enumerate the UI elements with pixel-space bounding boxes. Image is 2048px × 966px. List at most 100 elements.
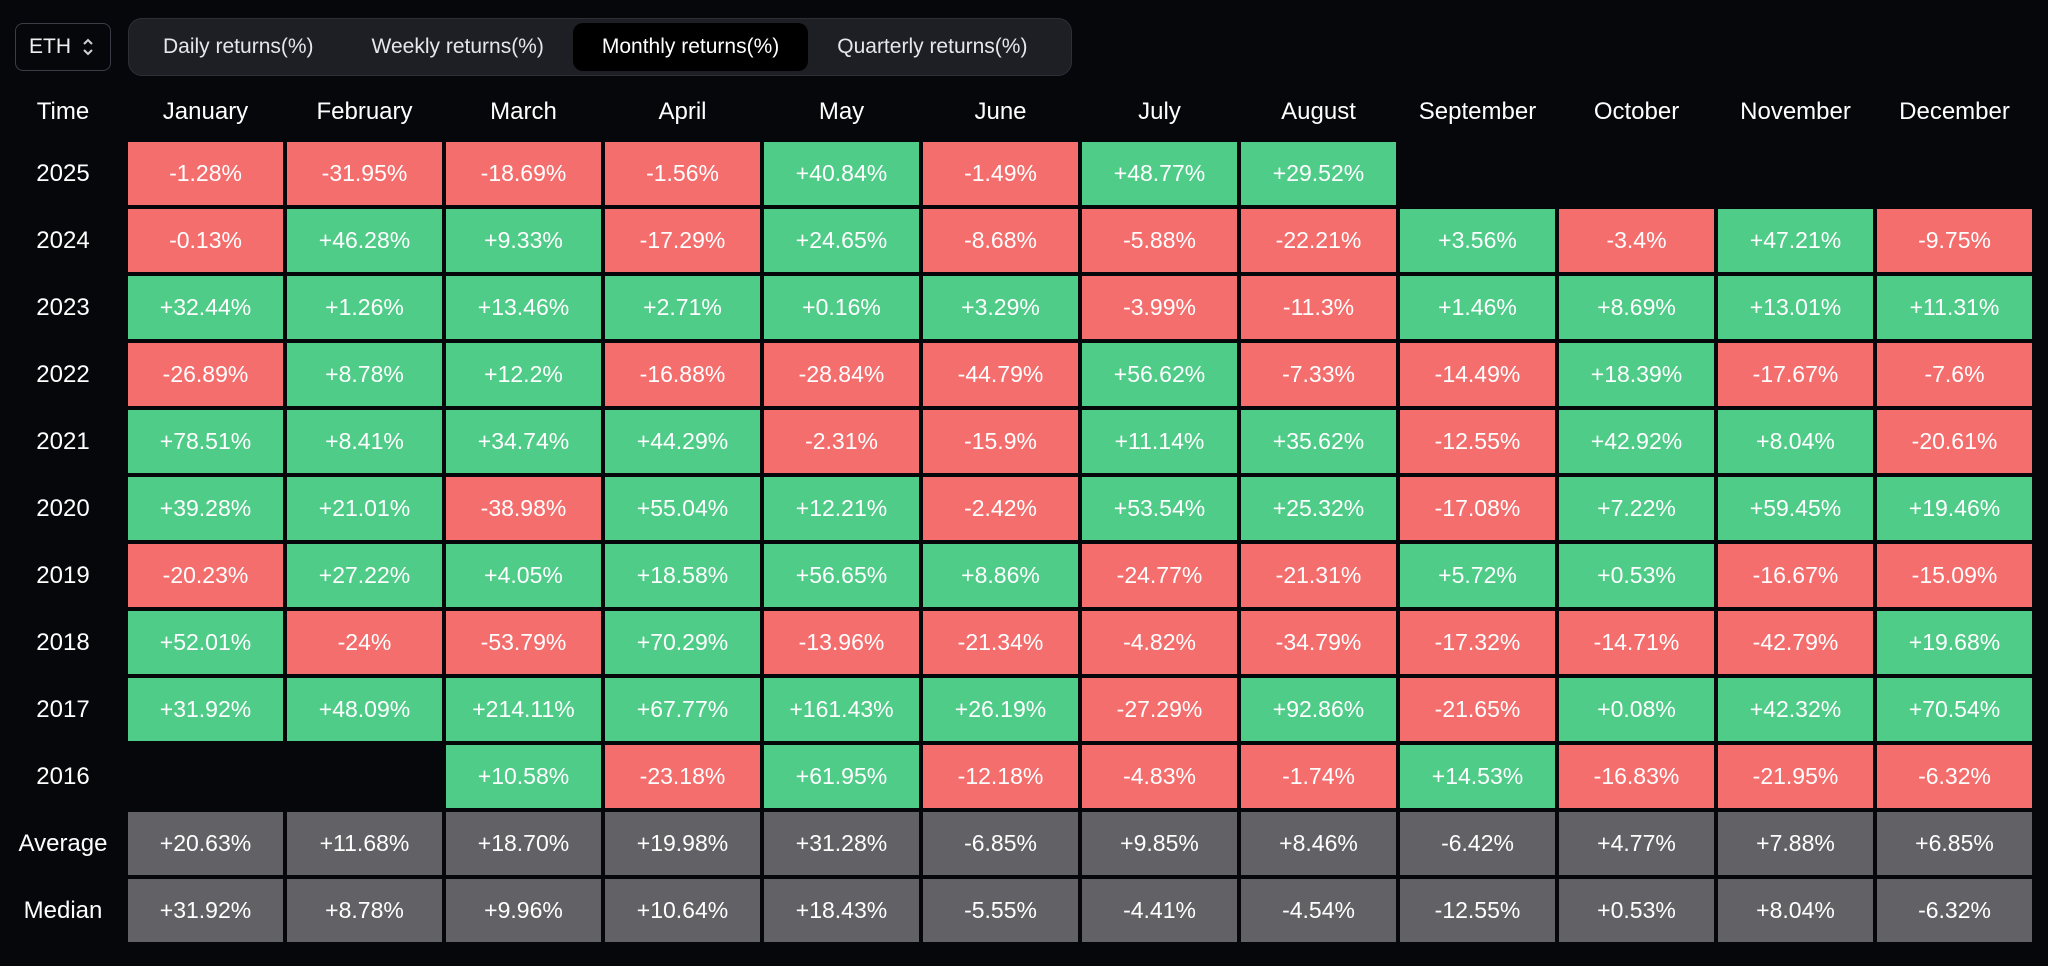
return-cell: +14.53% — [1398, 743, 1557, 810]
return-cell: +21.01% — [285, 475, 444, 542]
return-cell: +0.08% — [1557, 676, 1716, 743]
return-cell: +27.22% — [285, 542, 444, 609]
return-cell: -34.79% — [1239, 609, 1398, 676]
return-cell: +12.21% — [762, 475, 921, 542]
tab-daily-returns[interactable]: Daily returns(%) — [163, 35, 314, 58]
return-cell: -15.09% — [1875, 542, 2034, 609]
empty-cell — [1716, 140, 1875, 207]
return-cell: +31.92% — [126, 676, 285, 743]
table-row: 2018 +52.01% -24% -53.79% +70.29% -13.96% -21.… — [0, 609, 2048, 676]
return-cell: +10.64% — [603, 877, 762, 944]
return-cell: +4.77% — [1557, 810, 1716, 877]
return-cell: +29.52% — [1239, 140, 1398, 207]
return-cell: +11.68% — [285, 810, 444, 877]
return-cell: -1.28% — [126, 140, 285, 207]
return-cell: +59.45% — [1716, 475, 1875, 542]
return-cell: -16.67% — [1716, 542, 1875, 609]
return-cell: -0.13% — [126, 207, 285, 274]
table-header-row: Time January February March April May June Jul… — [0, 84, 2048, 140]
row-label: 2022 — [36, 360, 90, 388]
return-cell: -8.68% — [921, 207, 1080, 274]
row-label: 2021 — [36, 427, 90, 455]
return-cell: +32.44% — [126, 274, 285, 341]
return-cell: -22.21% — [1239, 207, 1398, 274]
return-cell: +31.92% — [126, 877, 285, 944]
tab-quarterly-returns[interactable]: Quarterly returns(%) — [837, 35, 1028, 58]
empty-cell — [1398, 140, 1557, 207]
empty-cell — [126, 743, 285, 810]
return-cell: +44.29% — [603, 408, 762, 475]
return-cell: -2.42% — [921, 475, 1080, 542]
return-cell: +12.2% — [444, 341, 603, 408]
row-label: Average — [18, 829, 108, 857]
return-cell: -11.3% — [1239, 274, 1398, 341]
row-label: 2017 — [36, 695, 90, 723]
month-header-february: February — [316, 98, 413, 125]
row-label: 2019 — [36, 561, 90, 589]
return-cell: +161.43% — [762, 676, 921, 743]
return-cell: +0.53% — [1557, 542, 1716, 609]
return-cell: +40.84% — [762, 140, 921, 207]
return-cell: +0.16% — [762, 274, 921, 341]
return-cell: +61.95% — [762, 743, 921, 810]
return-cell: -24% — [285, 609, 444, 676]
return-cell: -6.42% — [1398, 810, 1557, 877]
row-label: 2025 — [36, 159, 90, 187]
return-cell: -12.18% — [921, 743, 1080, 810]
return-cell: +214.11% — [444, 676, 603, 743]
row-label: 2024 — [36, 226, 90, 254]
return-cell: -16.83% — [1557, 743, 1716, 810]
return-cell: +0.53% — [1557, 877, 1716, 944]
return-cell: -6.32% — [1875, 743, 2034, 810]
tab-monthly-returns[interactable]: Monthly returns(%) — [572, 23, 809, 71]
return-cell: -17.67% — [1716, 341, 1875, 408]
return-cell: -18.69% — [444, 140, 603, 207]
return-cell: +53.54% — [1080, 475, 1239, 542]
return-cell: +18.39% — [1557, 341, 1716, 408]
return-cell: -21.34% — [921, 609, 1080, 676]
return-cell: +20.63% — [126, 810, 285, 877]
return-cell: +3.29% — [921, 274, 1080, 341]
asset-selector[interactable]: ETH — [15, 23, 111, 71]
return-cell: +8.04% — [1716, 408, 1875, 475]
return-cell: -24.77% — [1080, 542, 1239, 609]
return-cell: +31.28% — [762, 810, 921, 877]
row-label: 2023 — [36, 293, 90, 321]
month-header-may: May — [818, 98, 865, 125]
return-cell: -21.31% — [1239, 542, 1398, 609]
return-cell: +9.33% — [444, 207, 603, 274]
return-cell: +24.65% — [762, 207, 921, 274]
table-row: 2023 +32.44% +1.26% +13.46% +2.71% +0.16% +3.2… — [0, 274, 2048, 341]
return-cell: -23.18% — [603, 743, 762, 810]
month-header-october: October — [1593, 98, 1680, 125]
top-bar: ETH Daily returns(%) Weekly returns(%) Mon… — [0, 0, 2048, 92]
return-cell: -3.99% — [1080, 274, 1239, 341]
return-cell: -4.82% — [1080, 609, 1239, 676]
return-cell: +18.70% — [444, 810, 603, 877]
return-cell: +19.46% — [1875, 475, 2034, 542]
return-cell: +8.78% — [285, 877, 444, 944]
return-cell: -5.55% — [921, 877, 1080, 944]
return-cell: +46.28% — [285, 207, 444, 274]
month-header-november: November — [1740, 98, 1851, 125]
return-cell: -13.96% — [762, 609, 921, 676]
return-cell: -3.4% — [1557, 207, 1716, 274]
tab-weekly-returns[interactable]: Weekly returns(%) — [371, 35, 544, 58]
chevron-up-down-icon — [83, 38, 93, 56]
return-cell: +48.09% — [285, 676, 444, 743]
table-row: 2020 +39.28% +21.01% -38.98% +55.04% +12.21% -… — [0, 475, 2048, 542]
return-cell: -9.75% — [1875, 207, 2034, 274]
return-cell: +92.86% — [1239, 676, 1398, 743]
return-cell: -28.84% — [762, 341, 921, 408]
return-cell: +55.04% — [603, 475, 762, 542]
return-cell: -38.98% — [444, 475, 603, 542]
return-cell: +26.19% — [921, 676, 1080, 743]
return-cell: +3.56% — [1398, 207, 1557, 274]
return-cell: +8.86% — [921, 542, 1080, 609]
return-cell: +8.69% — [1557, 274, 1716, 341]
return-cell: +70.29% — [603, 609, 762, 676]
return-cell: +11.14% — [1080, 408, 1239, 475]
table-row: 2021 +78.51% +8.41% +34.74% +44.29% -2.31% -15… — [0, 408, 2048, 475]
return-cell: -20.23% — [126, 542, 285, 609]
month-header-june: June — [974, 98, 1027, 125]
